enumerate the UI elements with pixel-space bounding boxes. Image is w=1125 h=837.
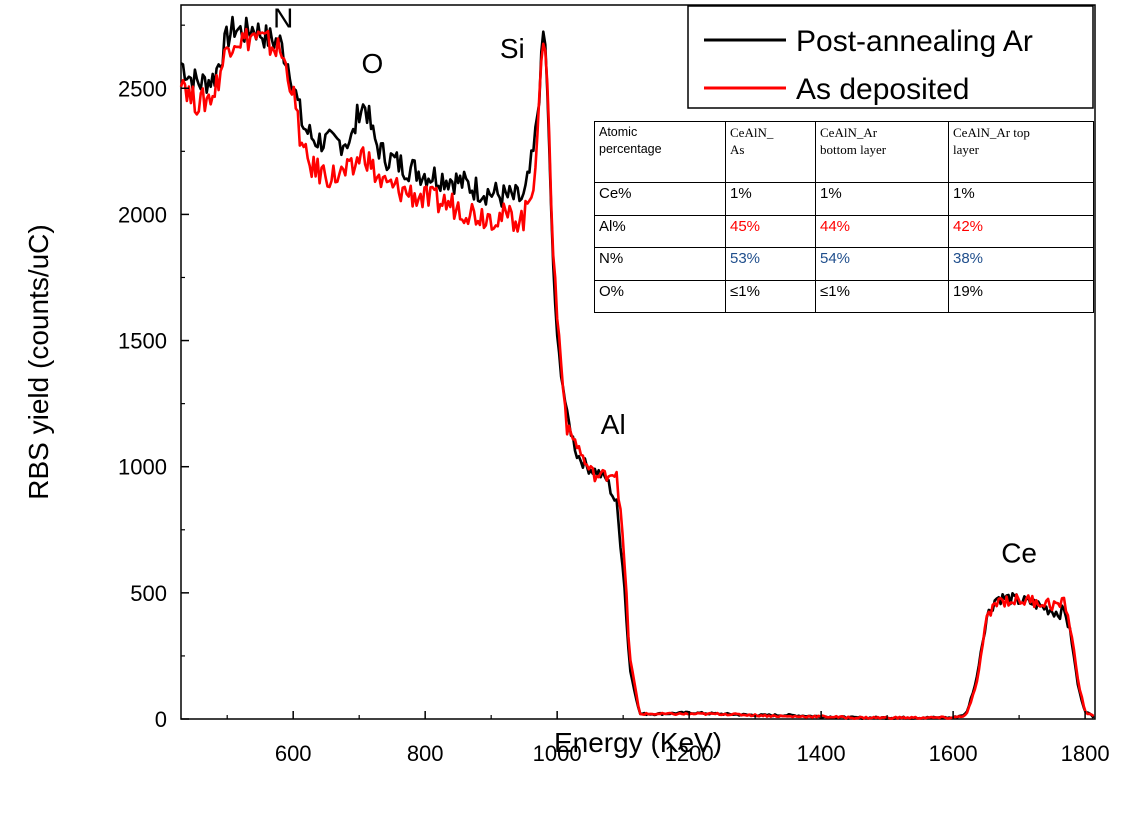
header-text: layer	[953, 142, 979, 157]
cell-value: ≤1%	[815, 279, 949, 314]
x-tick-label: 800	[407, 741, 444, 766]
header-cell-atomic-percentage: Atomic percentage	[594, 120, 726, 184]
header-cell-cealn-ar-bottom: CeAlN_Ar bottom layer	[815, 120, 949, 184]
row-label-o: O%	[594, 279, 726, 314]
series-line-as-deposited	[179, 27, 1095, 721]
row-label-n: N%	[594, 247, 726, 281]
peak-label-n: N	[273, 3, 293, 34]
cell-value: ≤1%	[725, 279, 816, 314]
peak-label-al: Al	[601, 409, 626, 440]
y-tick-label: 2500	[118, 76, 167, 101]
row-label-al: Al%	[594, 214, 726, 249]
table-row: Ce% 1% 1% 1%	[594, 182, 1094, 216]
cell-value: 54%	[815, 247, 949, 281]
cell-value: 1%	[948, 182, 1094, 216]
header-text: CeAlN_Ar top	[953, 125, 1030, 140]
peak-label-si: Si	[500, 33, 525, 64]
series-layer	[179, 15, 1095, 721]
legend-label-post-annealing: Post-annealing Ar	[796, 25, 1033, 58]
header-text: CeAlN_Ar	[820, 125, 878, 140]
legend-label-as-deposited: As deposited	[796, 73, 969, 106]
header-text: bottom layer	[820, 142, 887, 157]
composition-table: Atomic percentage CeAlN_ As CeAlN_Ar bot…	[594, 120, 1094, 314]
y-tick-label: 500	[130, 581, 167, 606]
ticks-layer: 600 800 1000 1200 1400 1600 1800 0 500 1000 1500 20…	[118, 24, 1110, 766]
peak-label-ce: Ce	[1001, 538, 1037, 569]
header-cell-cealn-ar-top: CeAlN_Ar top layer	[948, 120, 1094, 184]
y-tick-label: 1000	[118, 455, 167, 480]
x-tick-label: 1600	[929, 741, 978, 766]
annotations-layer: N O Si Al Ce	[273, 3, 1037, 569]
x-tick-label: 600	[275, 741, 312, 766]
x-tick-label: 1800	[1061, 741, 1110, 766]
legend: Post-annealing Ar As deposited	[687, 5, 1094, 109]
cell-value: 44%	[815, 214, 949, 249]
x-tick-label: 1400	[797, 741, 846, 766]
table-row: Al% 45% 44% 42%	[594, 214, 1094, 249]
header-text: percentage	[599, 142, 662, 156]
cell-value: 42%	[948, 214, 1094, 249]
cell-value: 38%	[948, 247, 1094, 281]
header-cell-cealn-as: CeAlN_ As	[725, 120, 816, 184]
cell-value: 1%	[725, 182, 816, 216]
x-axis-title: Energy (KeV)	[554, 727, 722, 758]
y-tick-label: 1500	[118, 329, 167, 354]
y-tick-label: 2000	[118, 202, 167, 227]
cell-value: 45%	[725, 214, 816, 249]
header-text: Atomic	[599, 125, 638, 139]
row-label-ce: Ce%	[594, 182, 726, 216]
cell-value: 1%	[815, 182, 949, 216]
x-tick-label: 1200	[665, 741, 714, 766]
cell-value: 19%	[948, 279, 1094, 314]
y-tick-label: 0	[155, 707, 167, 732]
table-header-row: Atomic percentage CeAlN_ As CeAlN_Ar bot…	[594, 120, 1094, 184]
plot-area: 600 800 1000 1200 1400 1600 1800 0 500 1000 1500 20…	[118, 3, 1110, 766]
header-text: CeAlN_	[730, 125, 774, 140]
plot-frame	[180, 4, 1096, 720]
legend-box	[687, 5, 1094, 109]
peak-label-o: O	[361, 48, 383, 79]
cell-value: 53%	[725, 247, 816, 281]
table-row: O% ≤1% ≤1% 19%	[594, 279, 1094, 314]
x-tick-label: 1000	[533, 741, 582, 766]
header-text: As	[730, 142, 745, 157]
table-row: N% 53% 54% 38%	[594, 247, 1094, 281]
y-axis-title: RBS yield (counts/uC)	[23, 224, 54, 499]
